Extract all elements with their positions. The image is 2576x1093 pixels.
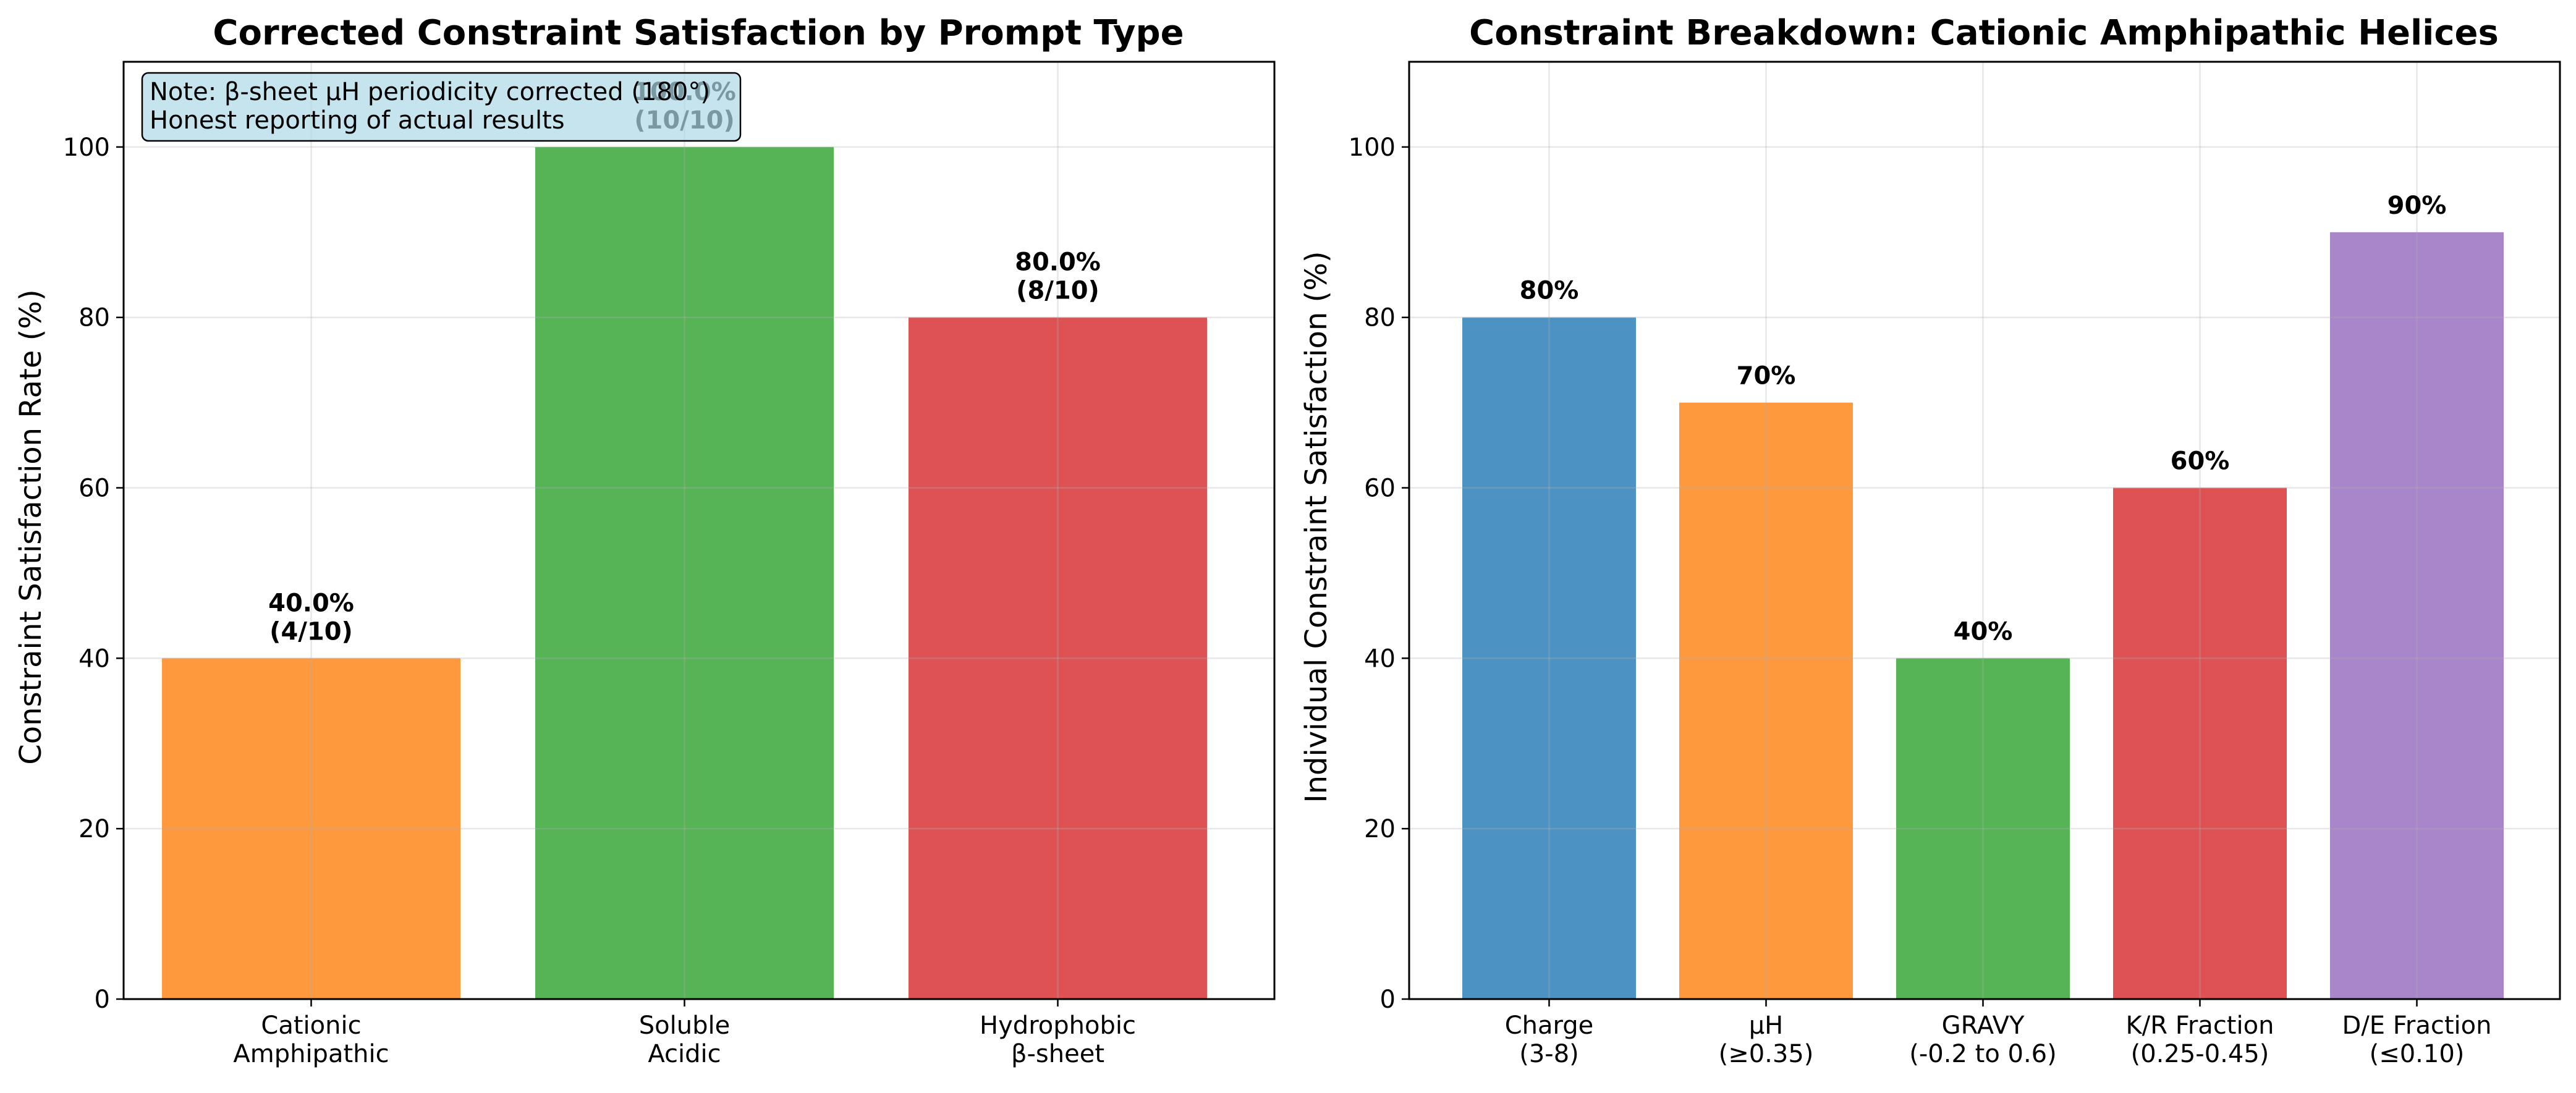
right-bar-1 (1679, 402, 1853, 999)
left-xtick-label-2-0: Hydrophobic (980, 1011, 1136, 1040)
right-xtick-label-4-0: D/E Fraction (2342, 1011, 2492, 1040)
left-y-axis-label: Constraint Satisfaction Rate (%) (14, 289, 48, 764)
right-xtick-label-0-0: Charge (1505, 1011, 1594, 1040)
right-ytick-label-2: 40 (1364, 644, 1396, 673)
left-data-label-0-1: (4/10) (269, 617, 353, 646)
right-xtick-label-4-1: (≤0.10) (2370, 1040, 2465, 1068)
left-ytick-label-4: 80 (78, 304, 110, 332)
left-xtick-label-0-1: Amphipathic (233, 1040, 389, 1068)
left-ytick-label-5: 100 (63, 133, 110, 162)
left-xtick-label-1-0: Soluble (639, 1011, 730, 1040)
right-chart-title: Constraint Breakdown: Cationic Amphipath… (1469, 13, 2499, 53)
right-bar-2 (1896, 658, 2070, 999)
left-xtick-label-0-0: Cationic (261, 1011, 361, 1040)
right-data-label-3-0: 60% (2171, 447, 2230, 476)
right-xtick-label-2-1: (-0.2 to 0.6) (1909, 1040, 2056, 1068)
right-xtick-label-0-1: (3-8) (1519, 1040, 1579, 1068)
left-ytick-label-0: 0 (95, 985, 110, 1014)
left-data-label-2-1: (8/10) (1016, 277, 1099, 305)
right-data-label-2-0: 40% (1954, 617, 2013, 646)
right-data-label-4-0: 90% (2387, 192, 2447, 220)
right-xtick-label-3-0: K/R Fraction (2126, 1011, 2274, 1040)
left-ytick-label-1: 20 (78, 815, 110, 843)
left-bar-2 (909, 317, 1207, 999)
right-ytick-label-0: 0 (1380, 985, 1396, 1014)
left-note-line-0: Note: β-sheet μH periodicity corrected (… (150, 78, 710, 106)
right-bar-4 (2330, 232, 2504, 1000)
left-data-label-0-0: 40.0% (268, 589, 354, 617)
right-xtick-label-3-1: (0.25-0.45) (2131, 1040, 2269, 1068)
right-axes-frame (1408, 61, 2561, 1000)
right-ytick-label-3: 60 (1364, 475, 1396, 503)
left-xtick-label-1-1: Acidic (648, 1040, 721, 1068)
left-note-box (141, 72, 742, 142)
right-xtick-label-1-1: (≥0.35) (1719, 1040, 1814, 1068)
right-y-axis-label: Individual Constraint Satisfaction (%) (1299, 251, 1334, 803)
right-bar-0 (1462, 317, 1636, 999)
left-chart-title: Corrected Constraint Satisfaction by Pro… (213, 13, 1184, 53)
right-xtick-label-2-0: GRAVY (1942, 1011, 2025, 1040)
left-ytick-label-2: 40 (78, 644, 110, 673)
left-note-line-1: Honest reporting of actual results (150, 106, 565, 135)
right-ytick-label-4: 80 (1364, 304, 1396, 332)
right-xtick-label-1-0: μH (1749, 1011, 1784, 1040)
left-axes-frame (122, 61, 1276, 1000)
right-data-label-0-0: 80% (1520, 277, 1579, 305)
right-ytick-label-1: 20 (1364, 815, 1396, 843)
left-xtick-label-2-1: β-sheet (1011, 1040, 1104, 1068)
right-data-label-1-0: 70% (1737, 362, 1796, 390)
left-bar-0 (162, 658, 460, 999)
left-data-label-2-0: 80.0% (1015, 248, 1101, 277)
left-bar-1 (535, 146, 834, 1000)
right-bar-3 (2113, 487, 2287, 999)
left-ytick-label-3: 60 (78, 475, 110, 503)
right-ytick-label-5: 100 (1349, 133, 1396, 162)
right-chart: 0 20 40 60 80 100 Charge(3-8) μH(≥0.35) GRAVY(-0… (1349, 61, 2561, 1068)
